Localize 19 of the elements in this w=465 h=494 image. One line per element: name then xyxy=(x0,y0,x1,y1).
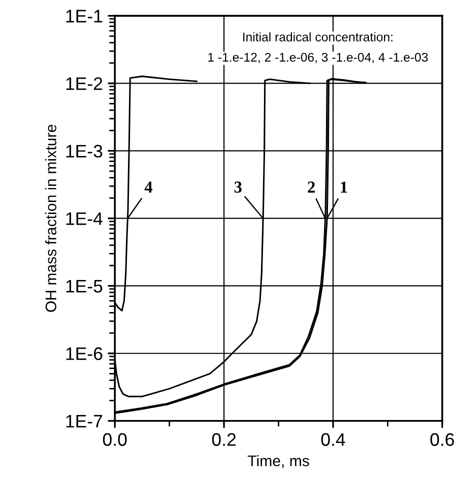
y-tick-label: 1E-1 xyxy=(66,10,102,22)
y-tick-label: 1E-6 xyxy=(66,347,102,360)
annotation: 1 -1.e-12, 2 -1.e-06, 3 -1.e-04, 4 -1.e-03 xyxy=(208,52,428,64)
series-label: 1 xyxy=(340,182,348,193)
y-tick-label: 1E-7 xyxy=(66,415,102,428)
annotation: Initial radical concentration: xyxy=(243,32,392,42)
y-axis-title: OH mass fraction in mixture xyxy=(45,124,56,312)
x-tick-label: 0.0 xyxy=(103,433,127,446)
y-tick-label: 1E-4 xyxy=(66,212,103,225)
series-label: 4 xyxy=(144,182,152,193)
y-tick-label: 1E-3 xyxy=(66,144,102,158)
y-tick-label: 1E-5 xyxy=(66,280,102,293)
x-axis-title: Time, ms xyxy=(248,455,310,468)
y-tick-label: 1E-2 xyxy=(66,77,102,90)
x-tick-label: 0.6 xyxy=(430,433,454,446)
x-tick-label: 0.4 xyxy=(321,433,346,446)
series-label: 3 xyxy=(234,182,242,193)
x-tick-label: 0.2 xyxy=(212,433,236,446)
series-label: 2 xyxy=(308,182,315,193)
